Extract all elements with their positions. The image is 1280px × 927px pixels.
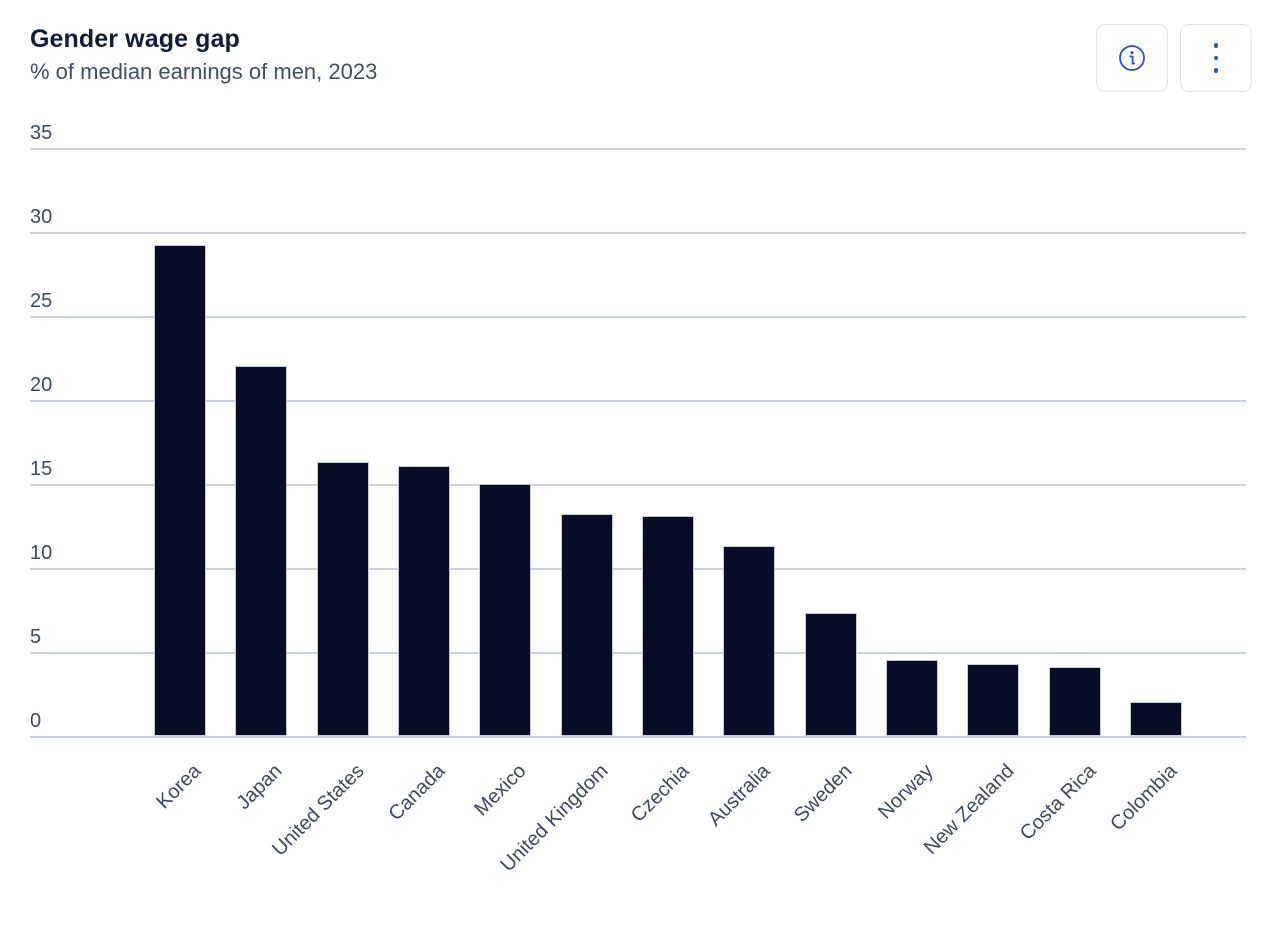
x-label-japan: Japan xyxy=(232,760,287,815)
x-label-canada: Canada xyxy=(384,760,450,826)
y-tick-label-25: 25 xyxy=(30,290,53,312)
bar-japan[interactable] xyxy=(235,366,288,736)
bar-sweden[interactable] xyxy=(804,613,857,736)
gridline-30 xyxy=(30,232,1246,234)
info-button[interactable] xyxy=(1096,24,1168,92)
bar-united-kingdom[interactable] xyxy=(560,514,613,736)
info-icon xyxy=(1118,44,1146,72)
bar-united-states[interactable] xyxy=(316,462,369,736)
chart-title: Gender wage gap xyxy=(30,25,240,53)
bar-colombia[interactable] xyxy=(1129,702,1182,736)
y-tick-label-5: 5 xyxy=(30,626,42,648)
kebab-menu-icon xyxy=(1213,43,1219,73)
y-tick-label-15: 15 xyxy=(30,458,53,480)
gridline-10 xyxy=(30,568,1246,570)
gridline-0 xyxy=(30,736,1246,738)
bar-new-zealand[interactable] xyxy=(967,663,1020,736)
bar-costa-rica[interactable] xyxy=(1048,667,1101,736)
x-label-sweden: Sweden xyxy=(789,760,857,827)
gridline-20 xyxy=(30,400,1246,402)
x-label-korea: Korea xyxy=(152,760,206,814)
y-tick-label-20: 20 xyxy=(30,374,53,396)
chart-header: Gender wage gap % of median earnings of … xyxy=(30,24,377,86)
gridline-25 xyxy=(30,316,1246,318)
bar-czechia[interactable] xyxy=(641,515,694,736)
bar-australia[interactable] xyxy=(723,546,776,736)
more-options-button[interactable] xyxy=(1180,24,1252,92)
bar-canada[interactable] xyxy=(397,465,450,736)
y-tick-label-10: 10 xyxy=(30,542,53,564)
y-tick-label-30: 30 xyxy=(30,206,53,228)
x-label-czechia: Czechia xyxy=(626,760,694,827)
x-label-australia: Australia xyxy=(704,760,775,831)
gridline-5 xyxy=(30,652,1246,654)
y-tick-label-0: 0 xyxy=(30,710,42,732)
gridline-15 xyxy=(30,484,1246,486)
gridline-35 xyxy=(30,148,1246,150)
x-label-mexico: Mexico xyxy=(470,760,531,821)
bar-norway[interactable] xyxy=(885,660,938,736)
y-tick-label-35: 35 xyxy=(30,122,53,144)
x-label-colombia: Colombia xyxy=(1106,760,1182,836)
bar-mexico[interactable] xyxy=(479,484,532,736)
bar-korea[interactable] xyxy=(154,245,206,736)
chart-subtitle: % of median earnings of men, 2023 xyxy=(30,59,378,84)
x-label-norway: Norway xyxy=(874,760,938,824)
x-label-costa-rica: Costa Rica xyxy=(1015,760,1101,845)
